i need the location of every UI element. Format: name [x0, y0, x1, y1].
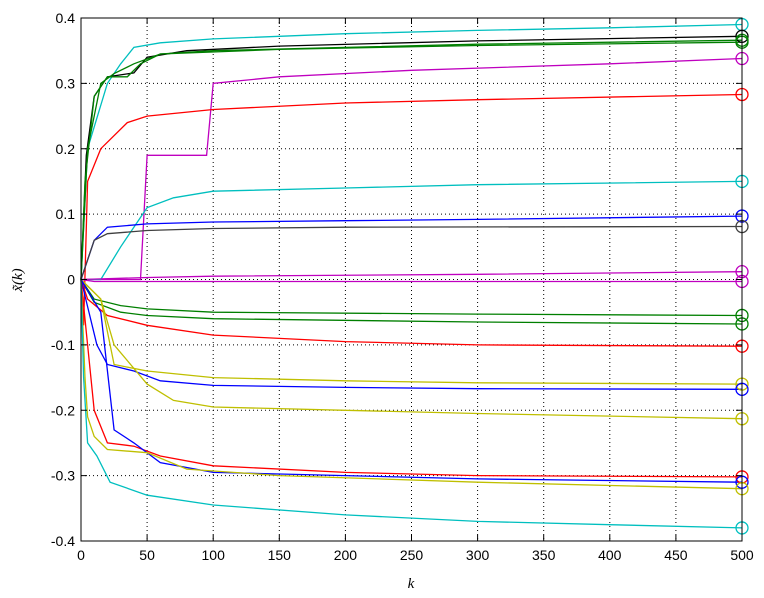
- series-line: [80, 93, 743, 326]
- x-tick-label: 500: [730, 547, 754, 563]
- series-line: [80, 271, 743, 281]
- series-line: [80, 225, 743, 280]
- series-line: [80, 279, 743, 347]
- series-line: [81, 180, 743, 281]
- series-line: [80, 215, 743, 280]
- series-lines: [80, 23, 743, 529]
- y-tick-label: 0.2: [56, 141, 76, 157]
- series-line: [80, 279, 743, 385]
- y-axis-label: x̃(k): [10, 268, 26, 292]
- series-line: [80, 279, 743, 317]
- x-tick-label: 50: [139, 547, 155, 563]
- x-tick-label: 100: [202, 547, 226, 563]
- series-line: [80, 279, 743, 478]
- series-line: [80, 23, 743, 280]
- series-line: [80, 39, 743, 280]
- y-tick-label: -0.1: [51, 337, 75, 353]
- y-tick-label: -0.3: [51, 468, 75, 484]
- x-tick-label: 400: [598, 547, 622, 563]
- y-tick-label: 0: [67, 272, 75, 288]
- y-tick-label: 0.3: [56, 75, 76, 91]
- series-line: [80, 279, 743, 483]
- tick-marks: [80, 17, 743, 542]
- series-line: [80, 279, 743, 390]
- x-axis-label: k: [408, 576, 415, 592]
- y-tick-label: -0.2: [51, 402, 75, 418]
- series-line: [80, 41, 743, 280]
- series-line: [81, 57, 743, 281]
- y-tick-labels: -0.4 -0.3 -0.2 -0.1 0 0.1 0.2 0.3 0.4: [51, 10, 75, 549]
- x-tick-label: 200: [334, 547, 358, 563]
- x-tick-label: 350: [532, 547, 556, 563]
- x-tick-label: 450: [664, 547, 688, 563]
- x-tick-label: 150: [268, 547, 292, 563]
- x-tick-label: 0: [77, 547, 85, 563]
- x-tick-label: 250: [400, 547, 424, 563]
- series-line: [80, 279, 743, 529]
- x-tick-labels: 0 50 100 150 200 250 300 350 400 450 500: [77, 547, 754, 563]
- y-tick-label: -0.4: [51, 533, 75, 549]
- series-line: [80, 35, 743, 280]
- series-line: [80, 279, 743, 420]
- series-line: [80, 278, 742, 283]
- series-line: [80, 279, 743, 490]
- x-tick-label: 300: [466, 547, 490, 563]
- y-tick-label: 0.1: [56, 206, 76, 222]
- y-tick-label: 0.4: [56, 10, 76, 26]
